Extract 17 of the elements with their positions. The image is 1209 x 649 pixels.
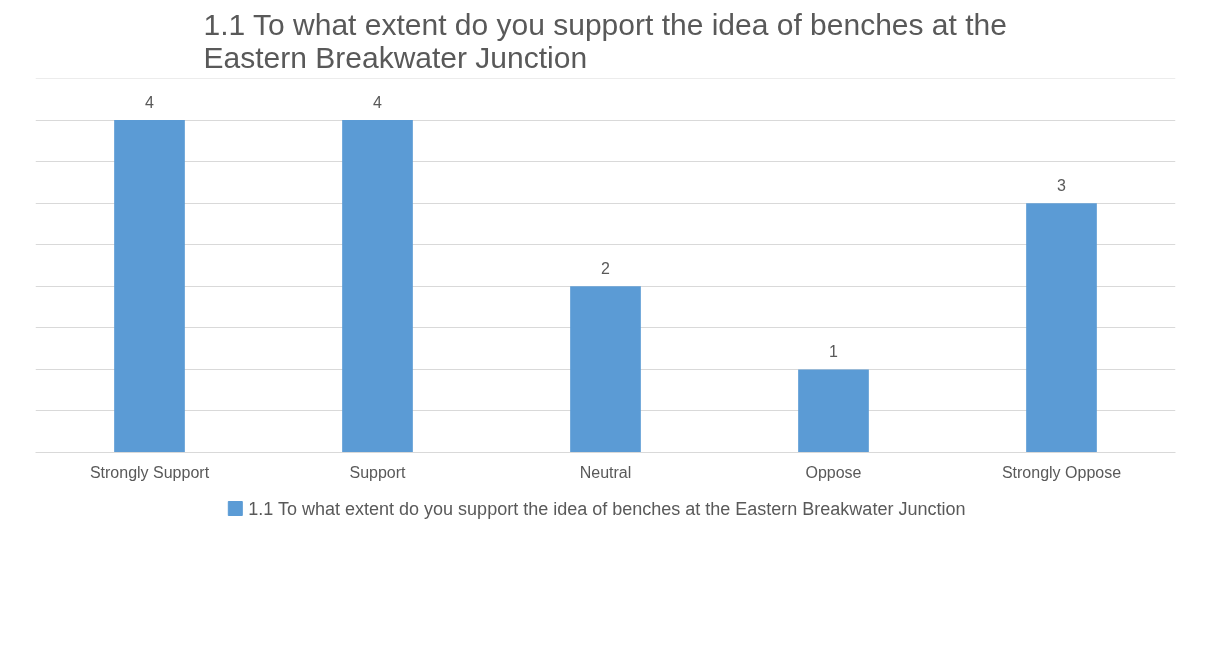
legend-label: 1.1 To what extent do you support the idea of benches at the Eastern Breakwater Junction [248, 498, 966, 519]
data-label: 2 [601, 260, 611, 278]
bar [1026, 203, 1097, 453]
bar [570, 286, 641, 453]
bar [114, 120, 185, 453]
data-label: 4 [145, 94, 155, 112]
x-tick-label: Support [349, 463, 407, 481]
bar [798, 369, 869, 453]
x-tick-label: Oppose [805, 463, 862, 481]
data-label: 3 [1057, 177, 1067, 195]
data-label: 4 [373, 94, 383, 112]
x-tick-label: Strongly Support [89, 463, 210, 481]
chart-title: 1.1 To what extent do you support the idea of benches at the Eastern Breakwater Junction [203, 7, 1007, 74]
x-tick-label: Neutral [579, 463, 632, 481]
data-label: 1 [829, 343, 839, 361]
x-tick-label: Strongly Oppose [1001, 463, 1122, 481]
bar [342, 120, 413, 453]
